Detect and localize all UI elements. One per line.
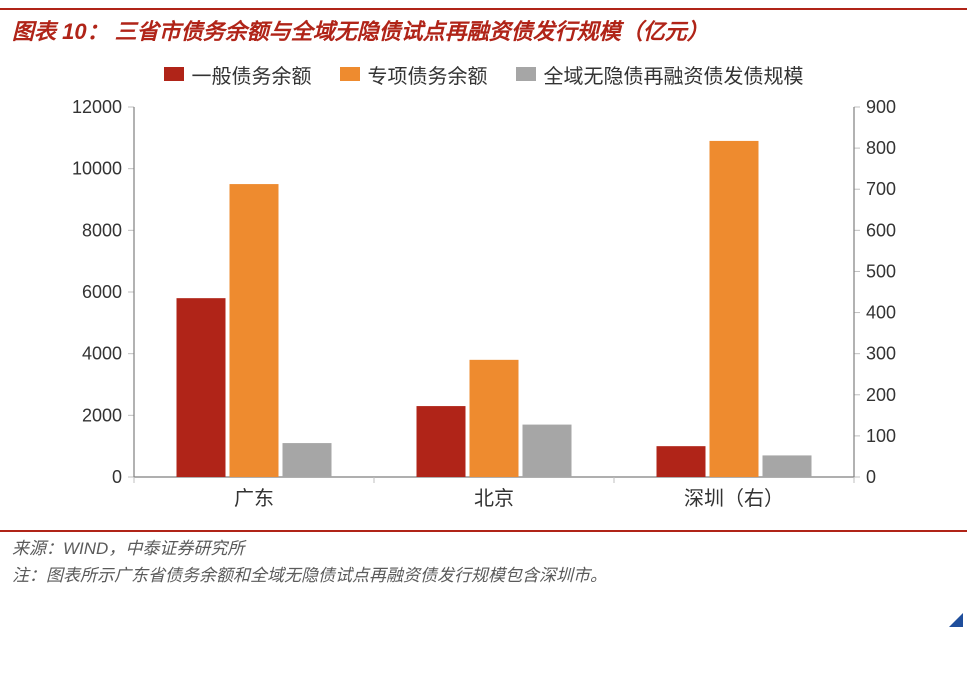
bar (282, 443, 331, 477)
bar (229, 184, 278, 477)
chart-title: 图表 10： 三省市债务余额与全域无隐债试点再融资债发行规模（亿元） (0, 10, 967, 56)
legend-item: 全域无隐债再融资债发债规模 (516, 60, 804, 89)
svg-text:2000: 2000 (81, 405, 121, 425)
svg-text:600: 600 (866, 220, 896, 240)
svg-text:800: 800 (866, 138, 896, 158)
legend-item: 一般债务余额 (164, 60, 312, 89)
svg-text:400: 400 (866, 302, 896, 322)
legend-item: 专项债务余额 (340, 60, 488, 89)
legend-swatch-icon (516, 67, 536, 81)
legend-label: 全域无隐债再融资债发债规模 (544, 60, 804, 89)
svg-text:深圳（右）: 深圳（右） (684, 487, 784, 510)
svg-text:200: 200 (866, 385, 896, 405)
bar (656, 446, 705, 477)
bar (469, 360, 518, 477)
plot-area: 0 2000 4000 6000 8000 10000 12000 0 100 200 300 400… (44, 97, 924, 517)
svg-text:4000: 4000 (81, 344, 121, 364)
svg-text:0: 0 (866, 467, 876, 487)
svg-text:100: 100 (866, 426, 896, 446)
bar (709, 141, 758, 477)
svg-text:700: 700 (866, 179, 896, 199)
legend-label: 一般债务余额 (192, 60, 312, 89)
legend-swatch-icon (164, 67, 184, 81)
svg-text:10000: 10000 (71, 159, 121, 179)
svg-text:广东: 广东 (234, 487, 274, 510)
bar (762, 455, 811, 477)
title-prefix: 图表 10： (12, 19, 109, 44)
note-line: 注：图表所示广东省债务余额和全域无隐债试点再融资债发行规模包含深圳市。 (0, 561, 967, 589)
bar (522, 424, 571, 476)
svg-text:8000: 8000 (81, 220, 121, 240)
legend-label: 专项债务余额 (368, 60, 488, 89)
svg-text:300: 300 (866, 344, 896, 364)
bar (176, 298, 225, 477)
title-text: 三省市债务余额与全域无隐债试点再融资债发行规模（亿元） (115, 19, 709, 44)
legend: 一般债务余额 专项债务余额 全域无隐债再融资债发债规模 (44, 56, 924, 97)
bar-chart-svg: 0 2000 4000 6000 8000 10000 12000 0 100 200 300 400… (44, 97, 924, 517)
svg-text:500: 500 (866, 261, 896, 281)
svg-text:900: 900 (866, 97, 896, 117)
svg-text:6000: 6000 (81, 282, 121, 302)
bar (416, 406, 465, 477)
corner-triangle-icon (949, 613, 963, 627)
chart-container: 一般债务余额 专项债务余额 全域无隐债再融资债发债规模 020004000600… (44, 56, 924, 526)
svg-text:12000: 12000 (71, 97, 121, 117)
source-line: 来源：WIND，中泰证券研究所 (0, 534, 967, 562)
footer-rule (0, 530, 967, 532)
legend-swatch-icon (340, 67, 360, 81)
svg-text:北京: 北京 (474, 487, 514, 510)
svg-text:0: 0 (111, 467, 121, 487)
